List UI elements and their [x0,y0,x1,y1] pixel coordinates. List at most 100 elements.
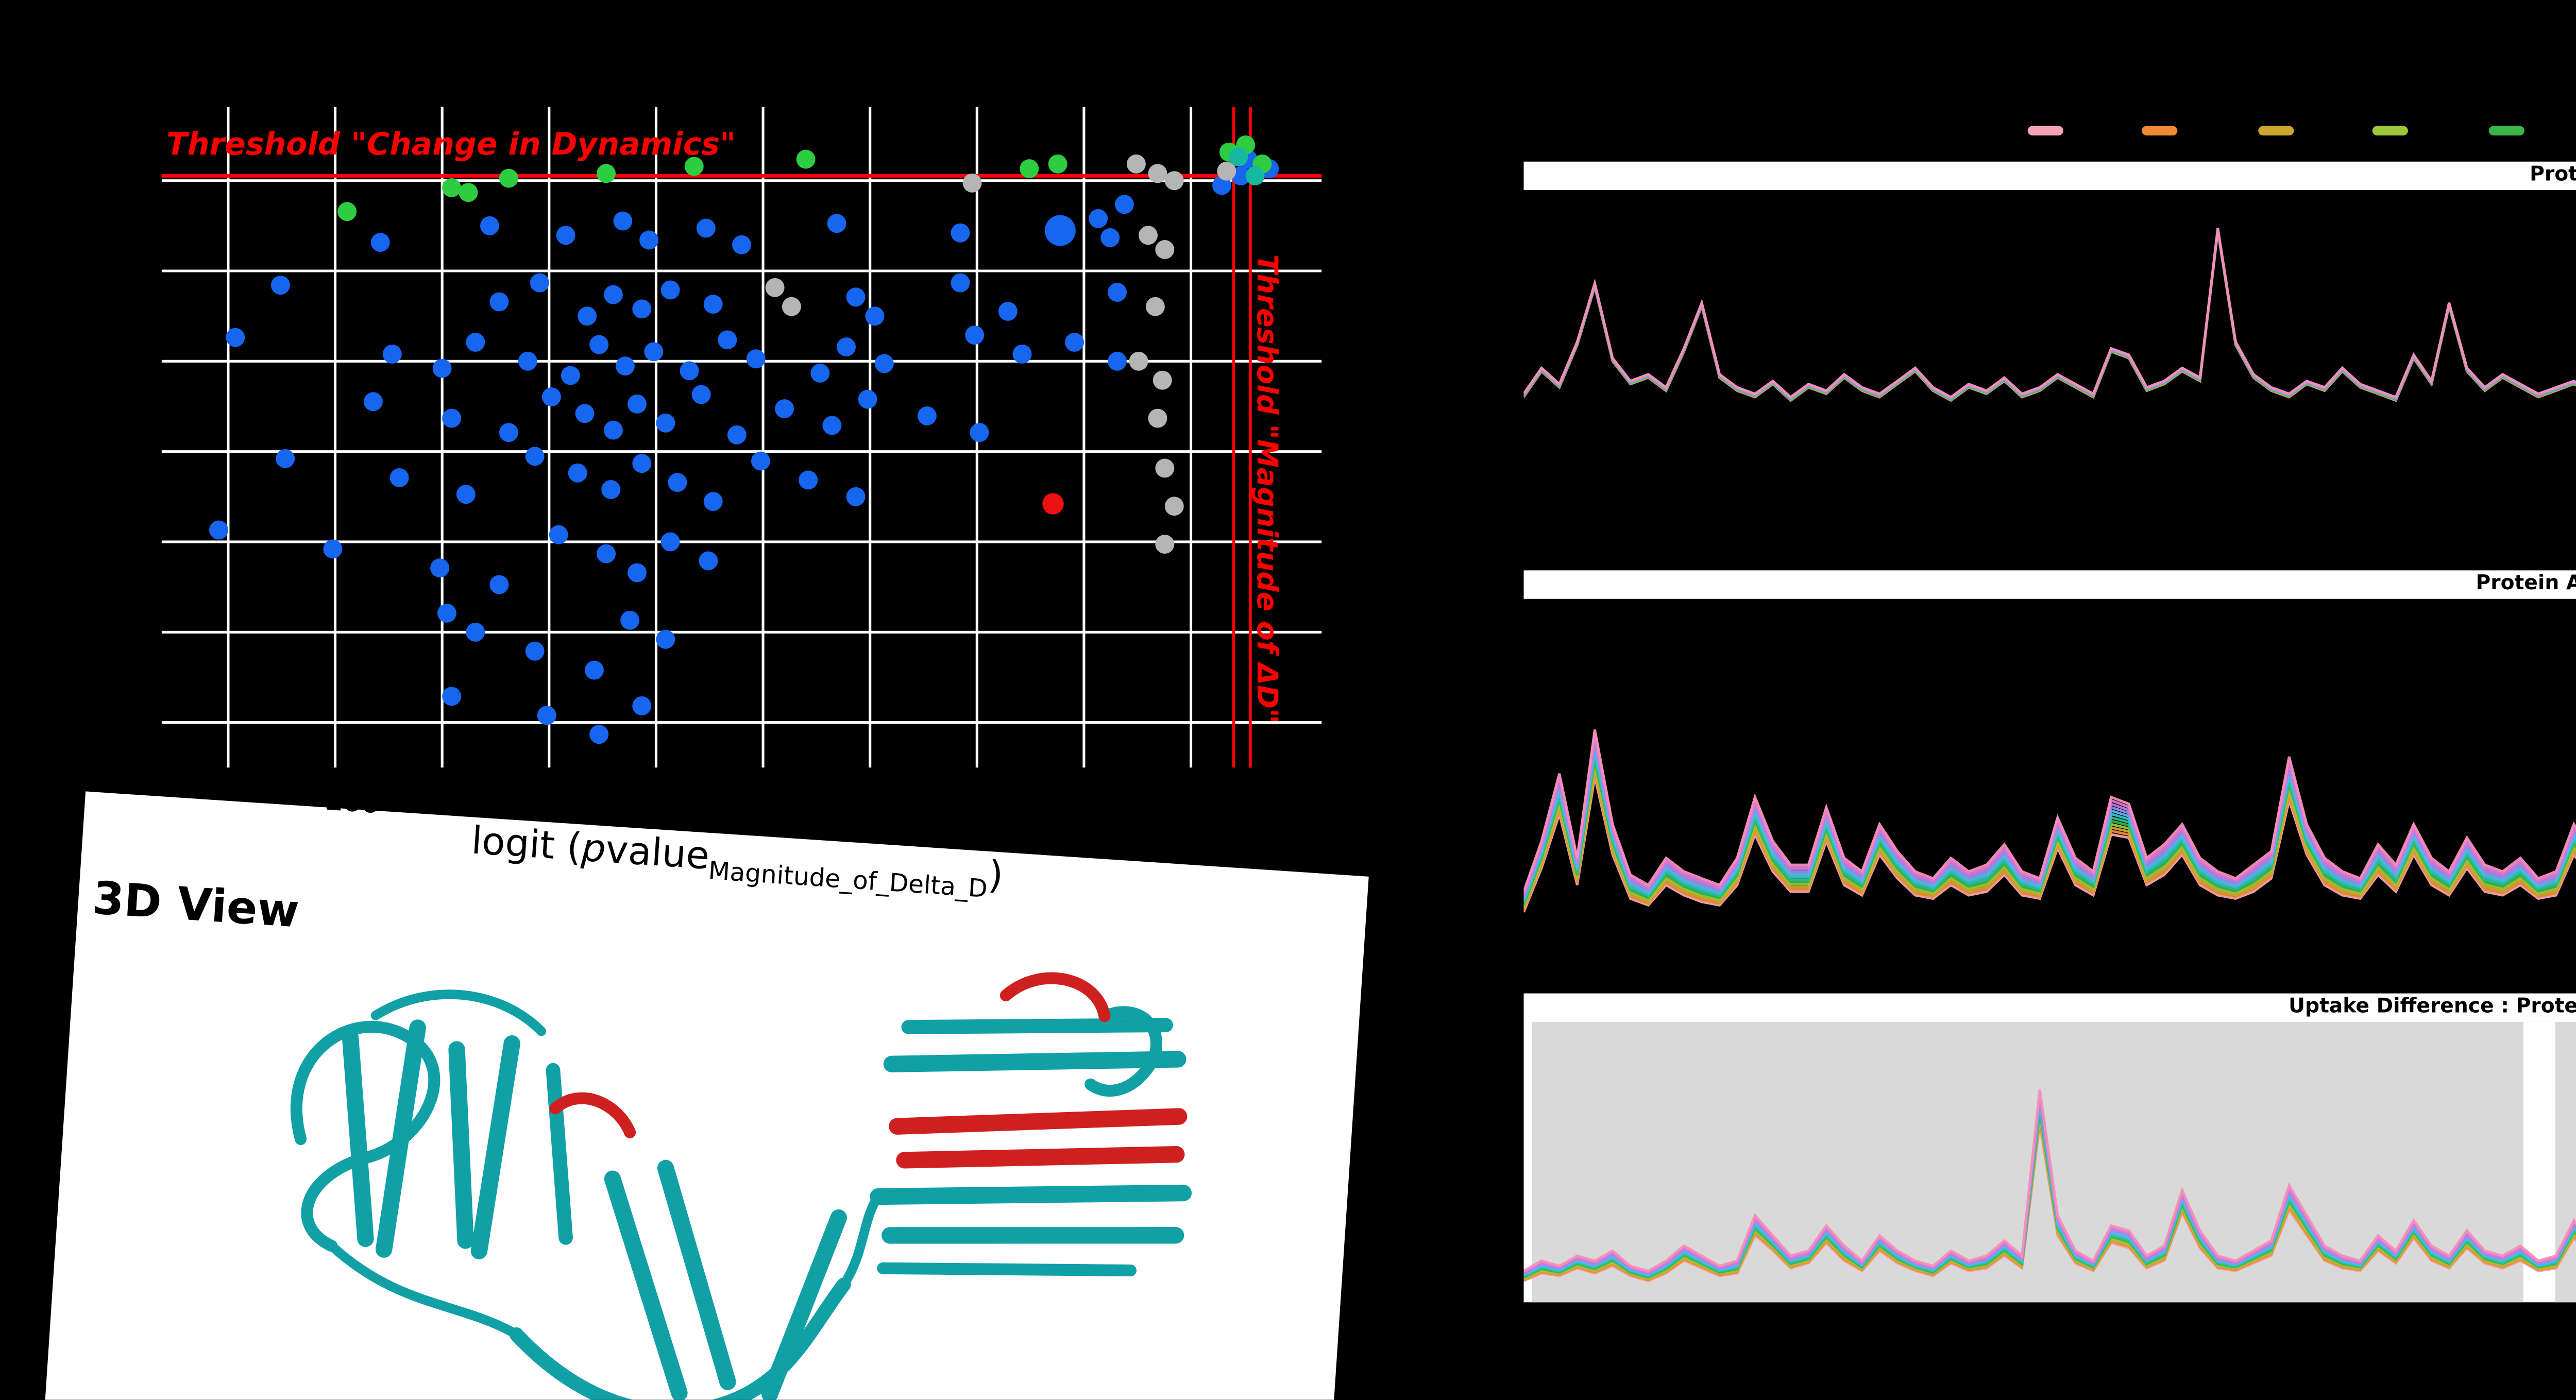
scatter-point-green[interactable] [442,178,462,197]
scatter-point-blue[interactable] [589,725,609,744]
scatter-point-blue[interactable] [865,306,885,326]
scatter-point-blue[interactable] [603,285,623,304]
scatter-point-blue[interactable] [644,342,664,362]
scatter-point-blue[interactable] [699,551,718,571]
uptake-line[interactable] [1523,224,2576,465]
uptake-difference-chart[interactable] [1523,1021,2576,1303]
scatter-point-blue[interactable] [585,660,604,680]
scatter-point-blue[interactable] [363,392,383,412]
scatter-point-gray[interactable] [782,297,801,316]
scatter-point-blue[interactable] [691,385,711,404]
scatter-point-blue[interactable] [556,226,575,245]
legend-dash[interactable] [2027,126,2063,134]
scatter-point-gray[interactable] [962,173,982,193]
scatter-point-teal[interactable] [1229,147,1248,166]
scatter-point-blue[interactable] [858,389,877,409]
scatter-point-blue[interactable] [951,223,970,243]
scatter-point-blue[interactable] [432,358,452,378]
volcano-plot-panel[interactable]: Threshold "Change in Dynamics" Threshold… [161,107,1322,768]
scatter-point-blue[interactable] [382,345,402,364]
scatter-point-blue[interactable] [597,544,616,564]
scatter-point-blue[interactable] [1065,332,1084,352]
scatter-point-blue[interactable] [270,276,290,295]
scatter-point-red[interactable] [1042,493,1064,515]
3d-view-panel[interactable]: 3D View [43,791,1369,1400]
scatter-point-gray[interactable] [1148,164,1167,183]
scatter-point-blue[interactable] [874,354,894,373]
scatter-point-green[interactable] [459,183,478,202]
uptake-line[interactable] [1523,223,2576,439]
scatter-point-green[interactable] [684,157,704,176]
scatter-point-blue[interactable] [442,687,462,706]
scatter-point-blue[interactable] [970,423,989,442]
scatter-point-blue[interactable] [323,539,343,559]
scatter-point-blue[interactable] [518,351,537,371]
scatter-point-blue[interactable] [846,487,866,506]
uptake-line[interactable] [1523,224,2576,472]
scatter-point-blue[interactable] [632,299,652,319]
scatter-point-blue[interactable] [389,468,409,487]
uptake-line[interactable] [1523,223,2576,446]
scatter-point-blue[interactable] [589,335,609,354]
uptake-line[interactable] [1523,221,2576,426]
uptake-line[interactable] [1523,648,2576,892]
scatter-point-blue[interactable] [639,230,659,250]
uptake-chart-protein-a-ligand[interactable] [1523,599,2576,975]
scatter-point-blue[interactable] [537,706,556,725]
scatter-point-blue[interactable] [751,451,770,471]
scatter-point-blue[interactable] [822,416,842,435]
scatter-point-blue[interactable] [616,356,635,375]
scatter-point-blue[interactable] [603,420,623,440]
scatter-point-blue[interactable] [489,575,509,594]
scatter-point-blue[interactable] [799,470,818,490]
scatter-point-blue[interactable] [601,480,621,499]
scatter-point-blue[interactable] [628,394,647,414]
scatter-point-blue[interactable] [1100,228,1120,247]
uptake-chart-protein-a[interactable] [1523,190,2576,551]
scatter-point-blue[interactable] [276,449,295,468]
volcano-scatter-chart[interactable] [161,107,1322,768]
scatter-point-blue[interactable] [1044,215,1076,246]
scatter-point-blue[interactable] [810,363,830,383]
scatter-point-blue[interactable] [732,235,751,254]
scatter-point-blue[interactable] [442,408,462,428]
scatter-point-blue[interactable] [466,332,485,352]
scatter-point-blue[interactable] [613,211,633,231]
scatter-point-green[interactable] [597,164,616,183]
scatter-point-gray[interactable] [1155,240,1175,259]
scatter-point-blue[interactable] [480,216,499,235]
scatter-point-blue[interactable] [437,603,456,623]
uptake-difference-panel[interactable]: Uptake Difference : Protein A - (Protein… [1523,993,2576,1303]
scatter-point-blue[interactable] [703,492,723,511]
scatter-point-blue[interactable] [917,406,937,425]
scatter-point-gray[interactable] [1164,497,1184,516]
scatter-point-gray[interactable] [1155,458,1175,478]
scatter-point-blue[interactable] [578,306,597,326]
scatter-point-blue[interactable] [489,292,509,312]
uptake-line[interactable] [1523,223,2576,453]
scatter-point-blue[interactable] [632,454,652,473]
scatter-point-blue[interactable] [951,273,970,293]
scatter-point-blue[interactable] [656,413,675,433]
scatter-point-blue[interactable] [1108,283,1127,302]
scatter-point-blue[interactable] [727,425,747,445]
uptake-panel-protein-a[interactable]: Protein A [1523,161,2576,552]
scatter-point-blue[interactable] [703,295,723,314]
scatter-point-blue[interactable] [209,520,228,540]
legend-dash[interactable] [2258,126,2294,134]
scatter-point-blue[interactable] [575,404,595,423]
scatter-point-blue[interactable] [746,349,766,369]
scatter-point-blue[interactable] [525,447,545,466]
scatter-point-blue[interactable] [466,622,485,642]
legend-dash[interactable] [2487,126,2523,134]
scatter-point-blue[interactable] [430,558,450,578]
scatter-point-green[interactable] [337,202,357,221]
uptake-line[interactable] [1523,1089,2576,1273]
scatter-point-blue[interactable] [656,629,675,649]
scatter-point-blue[interactable] [632,696,652,715]
scatter-point-blue[interactable] [668,473,687,492]
scatter-point-blue[interactable] [696,218,716,238]
scatter-point-gray[interactable] [1139,226,1158,245]
scatter-point-blue[interactable] [1012,345,1032,364]
uptake-panel-protein-a-ligand[interactable]: Protein A + Ligand [1523,570,2576,975]
